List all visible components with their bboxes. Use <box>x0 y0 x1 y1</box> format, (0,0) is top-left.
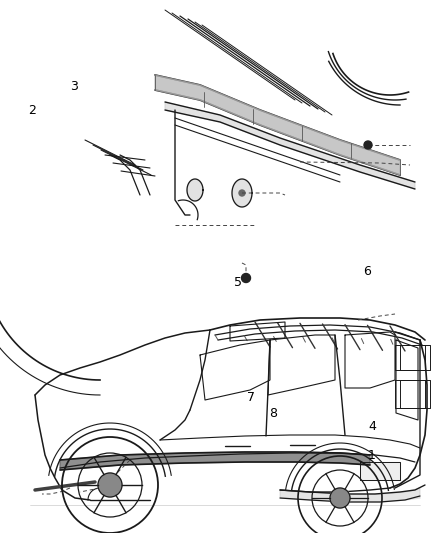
Circle shape <box>330 488 350 508</box>
Circle shape <box>98 473 122 497</box>
Text: 1: 1 <box>368 449 376 462</box>
Polygon shape <box>232 179 252 207</box>
Circle shape <box>241 273 251 282</box>
Polygon shape <box>360 462 400 480</box>
Text: 5: 5 <box>234 276 242 289</box>
Circle shape <box>239 190 245 196</box>
Text: 8: 8 <box>269 407 277 419</box>
Text: 7: 7 <box>247 391 255 403</box>
Text: 2: 2 <box>28 104 36 117</box>
Polygon shape <box>280 488 420 502</box>
Polygon shape <box>187 179 203 201</box>
Circle shape <box>364 141 372 149</box>
Text: 4: 4 <box>368 420 376 433</box>
Polygon shape <box>165 102 415 189</box>
Text: 6: 6 <box>364 265 371 278</box>
Polygon shape <box>155 75 400 175</box>
Polygon shape <box>60 452 370 470</box>
Text: 3: 3 <box>70 80 78 93</box>
